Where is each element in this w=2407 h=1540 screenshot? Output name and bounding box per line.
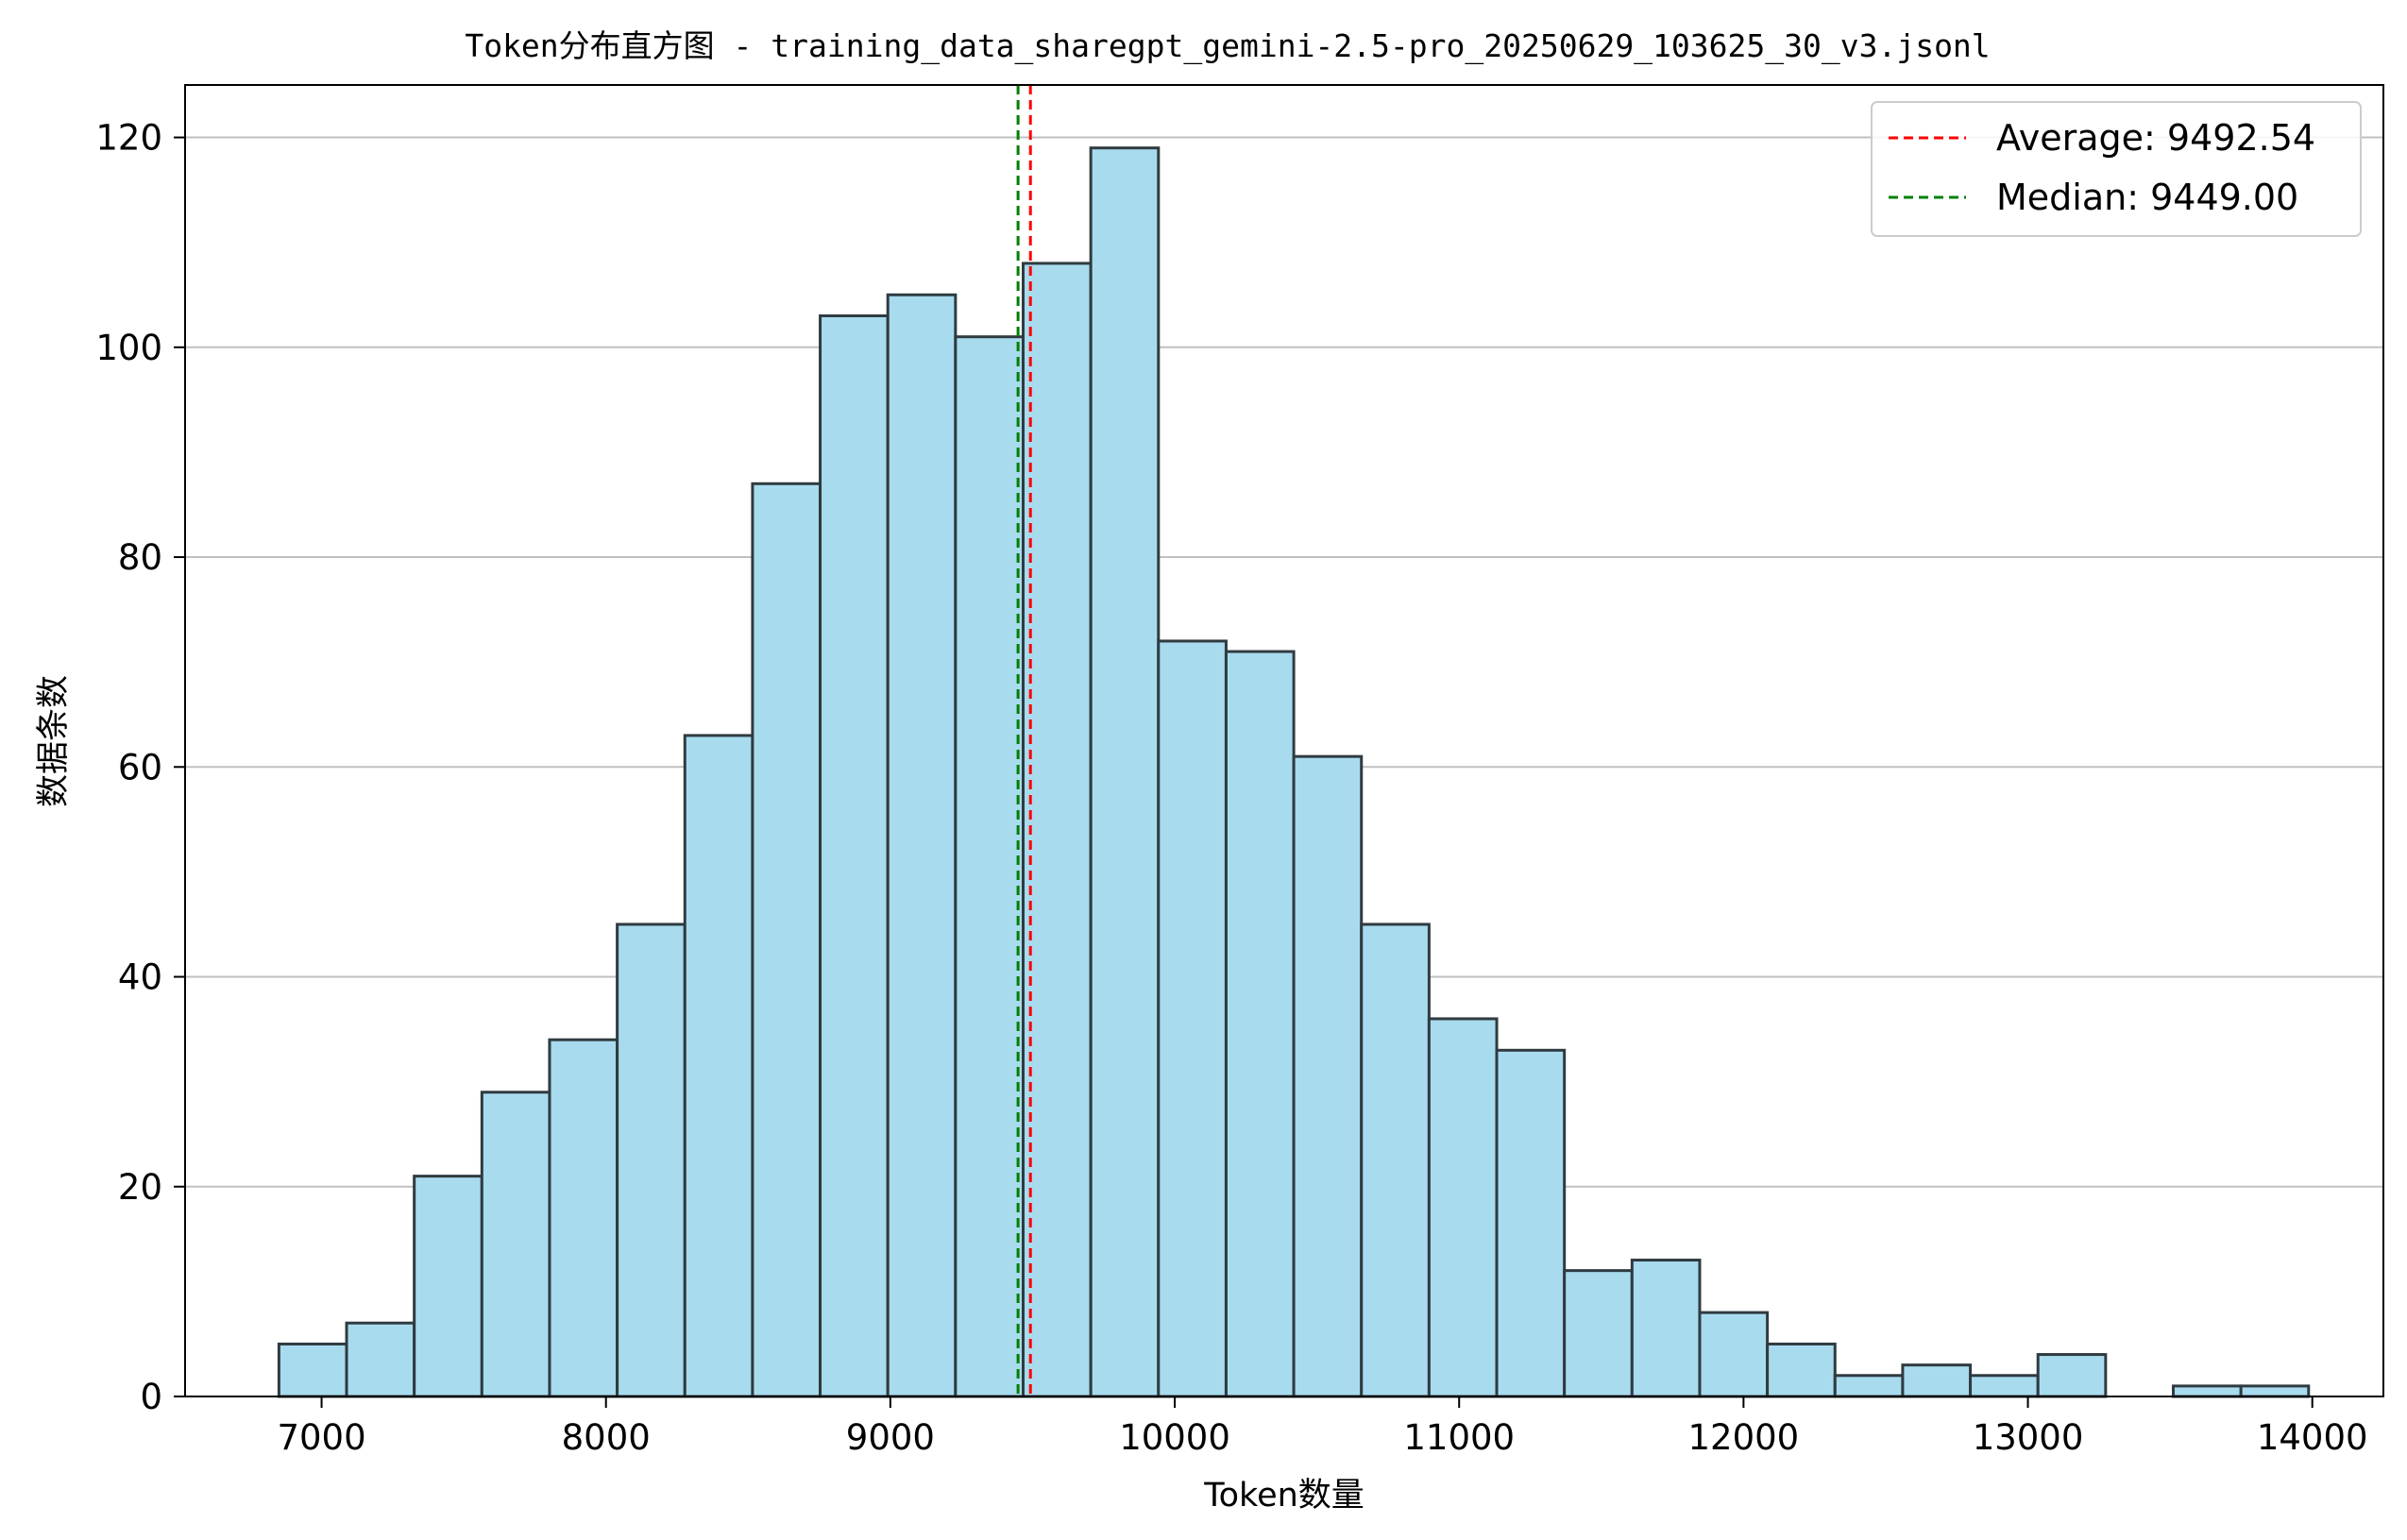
histogram-bar	[2036, 1353, 2108, 1398]
y-tick-label: 20	[118, 1167, 162, 1208]
y-tick-label: 120	[95, 118, 162, 159]
histogram-bar	[886, 293, 958, 1398]
legend-average-label: Average: 9492.54	[1996, 117, 2315, 159]
x-tick-label: 14000	[2257, 1417, 2368, 1458]
histogram-bar	[1157, 639, 1228, 1398]
histogram-bar	[1495, 1048, 1567, 1398]
histogram-bar	[751, 482, 822, 1398]
y-tick-label: 40	[118, 957, 162, 998]
histogram-bar	[616, 922, 687, 1398]
x-tick-label: 11000	[1403, 1417, 1515, 1458]
histogram-bar	[1630, 1259, 1702, 1398]
y-tick-label: 60	[118, 747, 162, 787]
histogram-bar	[683, 734, 754, 1398]
x-tick-label: 10000	[1119, 1417, 1230, 1458]
histogram-bar	[1901, 1363, 1973, 1398]
legend: Average: 9492.54 Median: 9449.00	[1871, 101, 2362, 237]
histogram-bar	[819, 313, 890, 1398]
histogram-bar	[1224, 650, 1296, 1398]
histogram-bar	[1427, 1017, 1499, 1398]
x-axis-ticks: 7000 8000 9000 10000 11000 12000 13000 14000	[277, 1396, 2368, 1458]
y-axis-ticks: 0 20 40 60 80 100 120	[95, 118, 185, 1417]
x-tick-label: 13000	[1973, 1417, 2084, 1458]
histogram-bar	[1089, 146, 1161, 1398]
histogram-bar	[1698, 1311, 1770, 1398]
x-tick-label: 8000	[562, 1417, 651, 1458]
x-tick-label: 12000	[1688, 1417, 1800, 1458]
histogram-bar	[345, 1321, 416, 1398]
reference-lines	[1016, 85, 1032, 1396]
y-tick-label: 100	[95, 328, 162, 368]
plot-frame	[184, 84, 2384, 1397]
y-axis-title: 数据条数	[35, 675, 73, 807]
histogram-bar	[1833, 1374, 1905, 1398]
legend-median-label: Median: 9449.00	[1996, 177, 2298, 218]
histogram-bar	[1022, 262, 1093, 1398]
histogram-bar	[1969, 1374, 2040, 1398]
histogram-bar	[1292, 754, 1364, 1398]
y-tick-label: 0	[140, 1377, 162, 1417]
x-tick-label: 7000	[277, 1417, 365, 1458]
histogram-bar	[1360, 922, 1431, 1398]
x-tick-label: 9000	[846, 1417, 935, 1458]
histogram-bar	[413, 1175, 483, 1398]
histogram-bar	[548, 1038, 619, 1398]
x-axis-title: Token数量	[1203, 1477, 1365, 1515]
legend-box	[1871, 101, 2362, 237]
histogram-bar	[1563, 1269, 1634, 1398]
histogram-bar	[1766, 1342, 1837, 1398]
histogram-bar	[480, 1091, 551, 1398]
histogram-bar	[277, 1342, 348, 1398]
y-tick-label: 80	[118, 537, 162, 578]
histogram-bar	[2171, 1384, 2243, 1398]
histogram-bar	[954, 335, 1026, 1398]
chart-title: Token分布直方图 - training_data_sharegpt_gemi…	[465, 27, 1990, 65]
histogram-bar	[2239, 1384, 2311, 1398]
